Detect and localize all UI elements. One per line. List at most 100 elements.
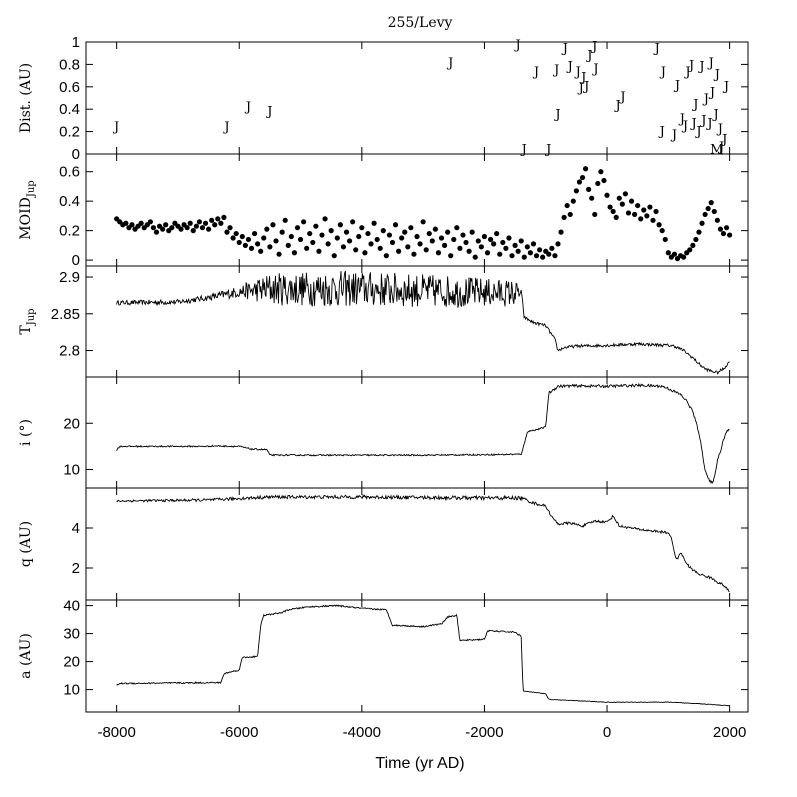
moid-point-104 — [432, 226, 438, 232]
ytick-label-dist-3: 0.6 — [59, 79, 80, 96]
moid-point-33 — [215, 216, 221, 222]
encounter-marker-38: J — [707, 56, 714, 71]
moid-point-135 — [527, 250, 533, 256]
panel-a: 10 20 30 40 a (AU) — [18, 598, 749, 713]
ytick-label-a-1: 20 — [63, 654, 80, 671]
encounter-marker-24: J — [658, 124, 665, 139]
encounter-marker-0: J — [112, 120, 119, 135]
moid-point-151 — [576, 179, 583, 185]
moid-point-137 — [533, 253, 540, 259]
moid-point-97 — [411, 251, 417, 257]
encounter-marker-6: J — [520, 142, 527, 157]
moid-point-101 — [423, 247, 429, 253]
moid-point-16 — [163, 222, 169, 228]
moid-point-144 — [555, 241, 561, 247]
moid-point-194 — [708, 200, 714, 206]
moid-point-81 — [362, 250, 368, 256]
moid-point-82 — [365, 230, 371, 237]
encounter-marker-2: J — [244, 100, 251, 115]
encounter-marker-45: J — [720, 132, 727, 147]
ytick-label-a-3: 40 — [63, 598, 80, 615]
ytick-label-moid-3: 0.6 — [59, 164, 80, 181]
moid-point-119 — [478, 244, 484, 250]
moid-point-86 — [377, 245, 383, 251]
moid-point-146 — [561, 214, 567, 220]
moid-point-180 — [665, 250, 671, 256]
ytick-label-dist-0: 0 — [72, 146, 80, 163]
y-axis-label-moid: MOIDJup — [18, 180, 37, 239]
moid-point-74 — [340, 244, 347, 250]
encounter-marker-19: J — [591, 62, 598, 77]
moid-point-103 — [429, 238, 435, 244]
encounter-marker-31: J — [689, 117, 696, 132]
moid-point-122 — [487, 236, 494, 243]
moid-point-66 — [316, 248, 322, 254]
encounter-marker-14: J — [577, 81, 584, 96]
moid-point-89 — [386, 232, 393, 238]
moid-point-171 — [638, 216, 644, 222]
moid-point-161 — [607, 204, 613, 210]
moid-point-163 — [613, 214, 619, 220]
moid-point-38 — [230, 235, 236, 241]
moid-point-37 — [227, 225, 233, 231]
moid-point-95 — [405, 244, 411, 250]
y-axis-label-sub-moid: Jup — [26, 180, 37, 198]
ytick-label-tjup-1: 2.85 — [51, 306, 80, 323]
moid-point-27 — [196, 219, 202, 225]
moid-point-149 — [570, 198, 576, 204]
moid-point-118 — [475, 238, 481, 244]
encounter-marker-11: J — [561, 42, 568, 57]
moid-point-48 — [261, 235, 267, 241]
encounter-marker-36: J — [702, 92, 709, 107]
moid-point-113 — [460, 232, 466, 238]
moid-point-26 — [193, 223, 199, 229]
ytick-label-moid-0: 0 — [72, 252, 80, 269]
moid-point-84 — [371, 220, 377, 226]
encounter-marker-32: J — [691, 98, 698, 113]
moid-point-44 — [248, 245, 255, 251]
moid-point-88 — [383, 253, 389, 259]
xtick-label-0: -8000 — [97, 724, 135, 741]
moid-point-128 — [506, 235, 512, 241]
moid-point-121 — [484, 250, 491, 256]
encounter-marker-29: J — [683, 65, 690, 80]
moid-point-178 — [659, 228, 665, 234]
moid-point-153 — [582, 166, 589, 172]
encounter-marker-37: J — [705, 117, 712, 132]
moid-point-5 — [129, 222, 135, 228]
moid-point-76 — [346, 238, 353, 244]
moid-point-68 — [322, 216, 328, 222]
moid-point-129 — [509, 253, 515, 259]
encounter-marker-9: J — [553, 108, 560, 123]
moid-point-176 — [653, 208, 659, 215]
moid-point-197 — [717, 226, 724, 232]
panel-frame-incl — [85, 376, 749, 489]
moid-point-40 — [236, 239, 242, 246]
y-axis-label-a: a (AU) — [18, 633, 34, 679]
moid-point-152 — [579, 174, 586, 181]
ytick-label-incl-1: 20 — [63, 415, 80, 432]
moid-point-75 — [343, 229, 350, 235]
panel-frame-q — [85, 487, 749, 601]
moid-point-157 — [595, 180, 601, 187]
moid-point-123 — [491, 241, 497, 247]
moid-point-96 — [408, 225, 414, 231]
series-line-a — [116, 604, 730, 707]
moid-point-12 — [150, 225, 157, 231]
moid-point-139 — [540, 254, 546, 260]
moid-point-192 — [702, 211, 708, 218]
moid-point-54 — [279, 229, 285, 235]
encounter-marker-15: J — [579, 71, 586, 86]
moid-point-45 — [251, 230, 258, 237]
moid-point-110 — [451, 236, 457, 243]
y-axis-label-text-incl: i (°) — [18, 419, 34, 446]
moid-point-141 — [546, 251, 552, 257]
ytick-label-q-0: 2 — [72, 560, 80, 577]
encounter-marker-34: J — [697, 60, 704, 75]
moid-point-94 — [402, 229, 408, 235]
panel-frame-dist — [85, 41, 749, 155]
encounter-marker-26: J — [673, 79, 680, 94]
moid-point-93 — [399, 235, 405, 241]
moid-point-56 — [285, 242, 291, 248]
